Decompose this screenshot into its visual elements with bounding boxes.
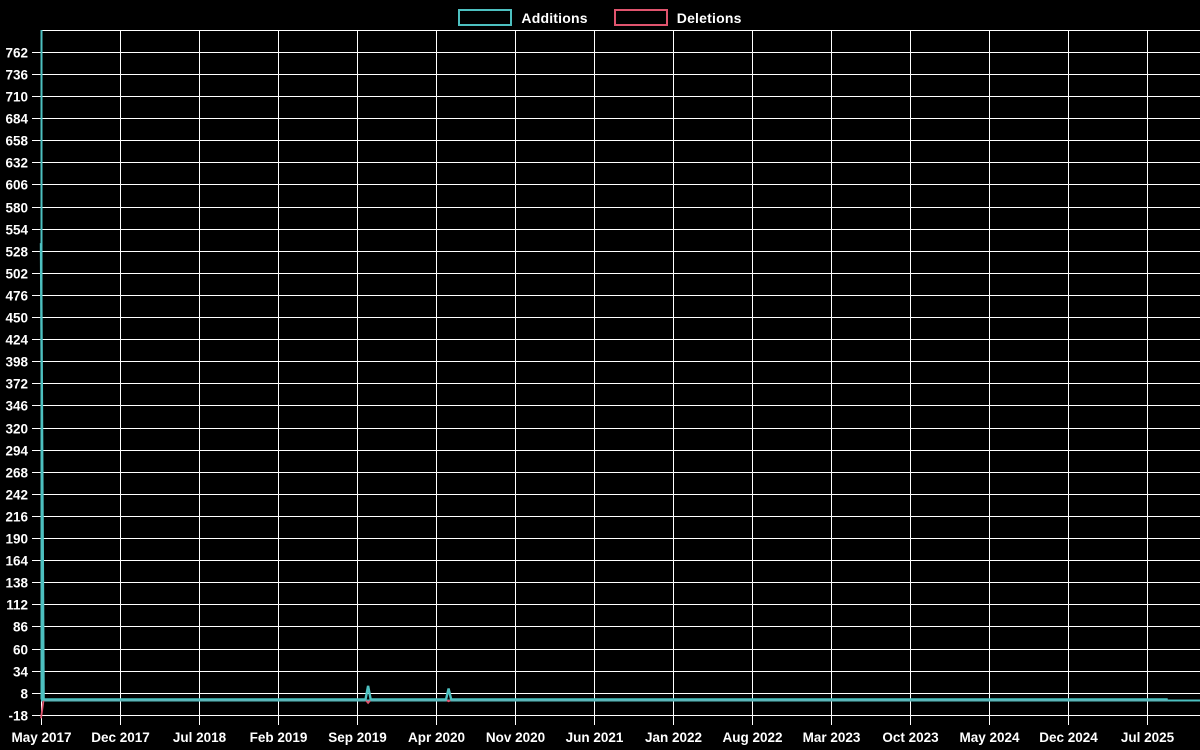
x-tick-label: Aug 2022: [722, 730, 782, 745]
x-tick-label: Apr 2020: [408, 730, 465, 745]
y-tick-label: 476: [5, 288, 28, 303]
y-tick-label: 398: [5, 354, 28, 369]
legend-label-additions: Additions: [521, 9, 588, 26]
y-tick-label: 190: [5, 531, 28, 546]
x-tick-label: Feb 2019: [250, 730, 308, 745]
y-tick-label: 86: [13, 619, 29, 634]
chart-legend: Additions Deletions: [0, 9, 1200, 26]
x-tick-label: Jan 2022: [645, 730, 702, 745]
y-tick-label: 606: [5, 177, 28, 192]
x-tick-label: Dec 2017: [91, 730, 150, 745]
y-tick-label: 112: [6, 597, 28, 612]
x-gridlines: [41, 30, 1148, 725]
y-tick-label: 736: [5, 67, 28, 82]
y-tick-label: 164: [5, 553, 28, 568]
y-tick-label: 60: [13, 642, 28, 657]
y-gridlines: [32, 52, 1200, 716]
x-tick-label: Mar 2023: [803, 730, 861, 745]
x-tick-label: Oct 2023: [882, 730, 939, 745]
y-tick-label: 658: [5, 133, 28, 148]
x-tick-label: Jul 2018: [173, 730, 227, 745]
y-tick-label: 8: [20, 686, 28, 701]
x-tick-label: Nov 2020: [486, 730, 545, 745]
axis-lines: [40, 30, 1200, 702]
y-tick-label: 346: [5, 398, 28, 413]
x-tick-label: Dec 2024: [1039, 730, 1098, 745]
x-tick-label: Sep 2019: [328, 730, 387, 745]
y-tick-label: 138: [5, 575, 28, 590]
y-tick-label: 372: [5, 376, 28, 391]
y-tick-label: 242: [5, 487, 28, 502]
y-tick-label: 268: [5, 465, 28, 480]
x-tick-label: May 2017: [11, 730, 71, 745]
y-tick-label: 684: [5, 111, 28, 126]
y-tick-label: 580: [5, 200, 28, 215]
additions-line: [39, 243, 1168, 701]
additions-swatch-icon: [458, 9, 513, 26]
y-tick-label: 294: [5, 443, 28, 458]
deletions-swatch-icon: [613, 9, 668, 26]
y-tick-label: -18: [8, 708, 28, 723]
y-tick-label: 320: [5, 421, 28, 436]
y-tick-label: 710: [5, 89, 28, 104]
x-tick-label: Jun 2021: [566, 730, 624, 745]
y-tick-label: 762: [5, 45, 28, 60]
y-tick-label: 528: [5, 244, 28, 259]
y-tick-labels: 762 736 710 684 658 632 606 580 554 528 502 476 450 4…: [5, 45, 28, 723]
legend-label-deletions: Deletions: [676, 9, 742, 26]
y-tick-label: 216: [5, 509, 28, 524]
y-tick-label: 554: [5, 222, 28, 237]
x-tick-labels: May 2017 Dec 2017 Jul 2018 Feb 2019 Sep 2019…: [11, 730, 1174, 745]
legend-item-additions[interactable]: Additions: [458, 9, 588, 26]
y-tick-label: 502: [5, 266, 28, 281]
x-tick-label: May 2024: [959, 730, 1020, 745]
y-tick-label: 450: [5, 310, 28, 325]
legend-item-deletions[interactable]: Deletions: [613, 9, 742, 26]
x-tick-label: Jul 2025: [1121, 730, 1175, 745]
y-tick-label: 424: [5, 332, 28, 347]
y-tick-label: 34: [13, 664, 29, 679]
y-tick-label: 632: [5, 155, 28, 170]
